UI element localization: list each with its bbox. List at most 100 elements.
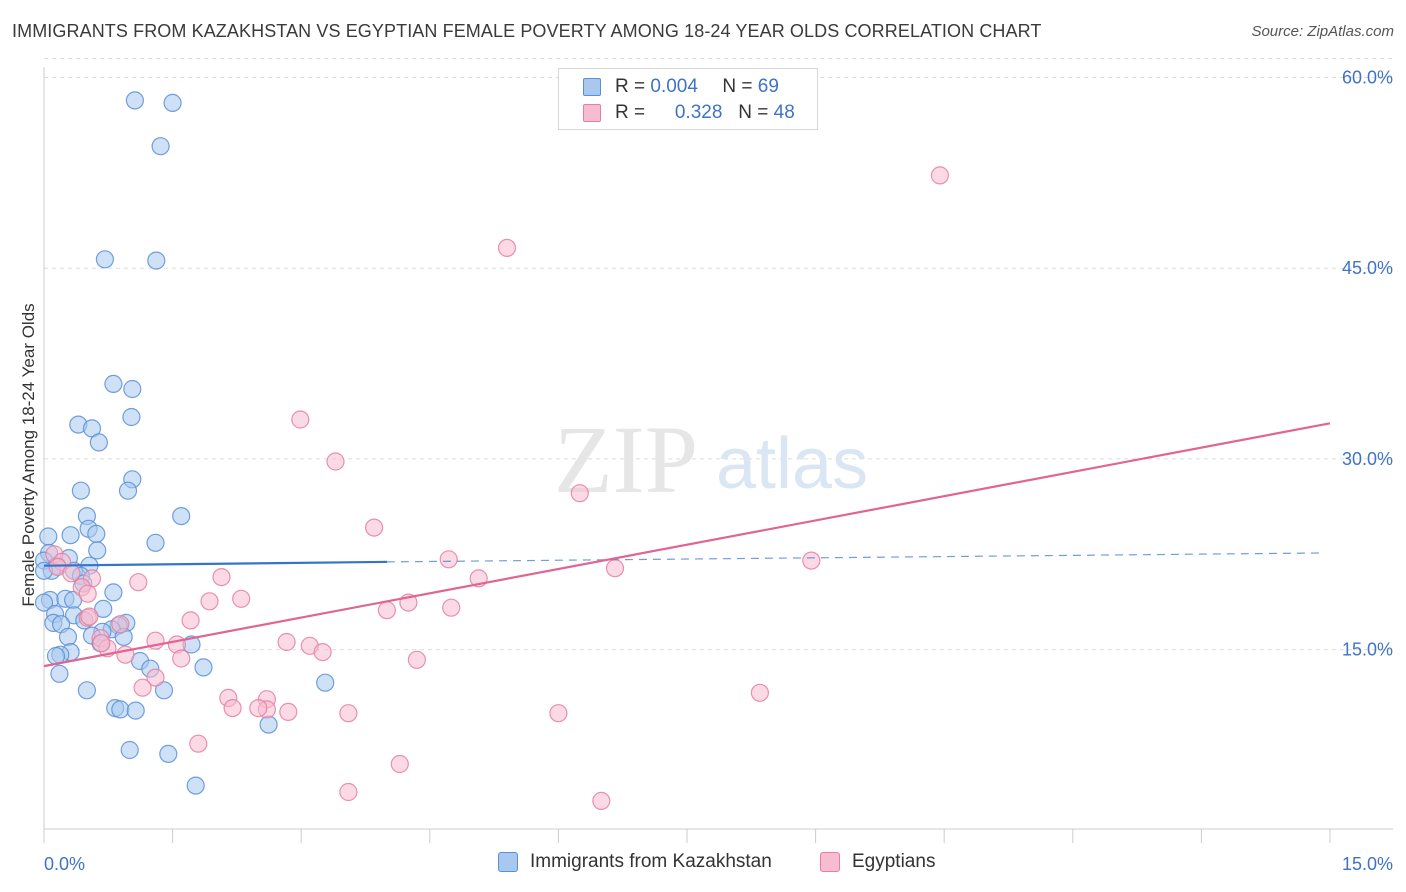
egypt-point xyxy=(92,634,111,653)
kazakhstan-point xyxy=(104,583,123,602)
egypt-point xyxy=(129,573,148,592)
kazakhstan-point xyxy=(71,481,91,500)
legend-item-kazakhstan[interactable]: Immigrants from Kazakhstan xyxy=(498,851,772,873)
watermark-atlas: atlas xyxy=(716,424,868,504)
gridlines xyxy=(44,57,1393,651)
kazakhstan-point xyxy=(316,673,335,692)
egypt-point xyxy=(277,632,296,652)
legend-label-kazakhstan: Immigrants from Kazakhstan xyxy=(530,851,772,872)
egypt-point xyxy=(377,601,396,620)
egypt-point xyxy=(592,791,611,811)
y-tick-label: 15.0% xyxy=(1342,640,1393,660)
kazakhstan-point xyxy=(163,93,182,113)
egypt-point xyxy=(62,564,81,583)
x-tick-label: 15.0% xyxy=(1342,854,1393,874)
kazakhstan-point xyxy=(61,526,80,545)
kazakhstan-trend-line xyxy=(43,560,387,567)
kazakhstan-point xyxy=(58,627,78,647)
egypt-point xyxy=(223,698,242,718)
egypt-point xyxy=(146,668,165,687)
egypt-point xyxy=(365,518,384,537)
egypt-point xyxy=(249,698,268,718)
points xyxy=(34,91,950,811)
kazakhstan-point xyxy=(118,481,138,500)
kazakhstan-point xyxy=(126,701,145,720)
egypt-point xyxy=(212,567,231,587)
legend-n-label: N = xyxy=(722,76,753,97)
kazakhstan-point xyxy=(39,527,58,546)
egypt-point xyxy=(442,598,461,617)
legend-item-egypt[interactable]: Egyptians xyxy=(820,851,935,873)
egypt-point xyxy=(200,592,219,611)
trend-lines xyxy=(43,422,1331,668)
egypt-point xyxy=(930,166,950,185)
egypt-point xyxy=(326,452,345,471)
egypt-point xyxy=(802,551,821,570)
kazakhstan-trend-extension xyxy=(386,552,1322,563)
legend-r-label: R = xyxy=(615,102,646,123)
legend-r-value-kazakhstan: 0.004 xyxy=(650,76,698,97)
egypt-point xyxy=(232,589,251,608)
kazakhstan-point xyxy=(147,251,166,270)
egypt-point xyxy=(111,615,130,634)
kazakhstan-point xyxy=(77,681,97,700)
legend-n-label: N = xyxy=(738,102,769,123)
egypt-point xyxy=(570,484,589,503)
egypt-point xyxy=(605,559,625,578)
egypt-trend-line xyxy=(43,422,1331,668)
egypt-point xyxy=(339,782,358,802)
egypt-point xyxy=(497,238,517,257)
kazakhstan-point xyxy=(172,506,191,526)
egypt-point xyxy=(339,704,358,723)
chart-title: IMMIGRANTS FROM KAZAKHSTAN VS EGYPTIAN F… xyxy=(12,21,1042,41)
y-tick-label: 30.0% xyxy=(1342,449,1393,469)
y-tick-label: 60.0% xyxy=(1342,68,1393,88)
egypt-swatch xyxy=(583,104,601,122)
kazakhstan-point xyxy=(88,541,107,560)
egypt-point xyxy=(172,649,191,668)
egypt-point xyxy=(390,754,409,774)
source-label: Source: ZipAtlas.com xyxy=(1251,23,1394,40)
egypt-point xyxy=(189,734,208,753)
egypt-point xyxy=(407,650,426,669)
kazakhstan-point xyxy=(94,599,113,619)
y-axis-label: Female Poverty Among 18-24 Year Olds xyxy=(19,303,38,606)
kazakhstan-point xyxy=(259,715,278,734)
kazakhstan-swatch xyxy=(583,78,601,96)
legend-row-kazakhstan: R = 0.004 N = 69 xyxy=(583,75,779,99)
kazakhstan-point xyxy=(125,91,144,110)
x-tick-label: 0.0% xyxy=(44,854,85,874)
egypt-point xyxy=(279,702,298,722)
legend-row-egypt: R = 0.328 N = 48 xyxy=(583,101,795,125)
legend-n-value-egypt: 48 xyxy=(773,102,795,123)
egypt-point xyxy=(549,704,568,723)
kazakhstan-point xyxy=(186,776,205,795)
kazakhstan-point xyxy=(154,681,174,700)
legend-r-label: R = xyxy=(615,76,646,97)
axes xyxy=(43,67,1393,843)
kazakhstan-point xyxy=(89,433,109,452)
egypt-point xyxy=(78,584,97,603)
egypt-point xyxy=(439,550,458,569)
egypt-point xyxy=(80,607,99,626)
kazakhstan-point xyxy=(34,593,54,612)
legend-label-egypt: Egyptians xyxy=(852,851,936,872)
stats-legend: R = 0.004 N = 69 R = 0.328 N = 48 xyxy=(558,68,818,130)
kazakhstan-point xyxy=(194,658,213,677)
kazakhstan-point xyxy=(120,740,139,760)
egypt-legend-swatch xyxy=(820,852,840,872)
kazakhstan-point xyxy=(151,137,170,156)
y-tick-label: 45.0% xyxy=(1342,258,1393,278)
legend-n-value-kazakhstan: 69 xyxy=(757,76,779,97)
kazakhstan-point xyxy=(159,744,178,764)
egypt-point xyxy=(291,410,310,429)
watermark: ZIP atlas xyxy=(554,406,868,513)
kazakhstan-point xyxy=(123,379,142,399)
egypt-point xyxy=(181,611,200,630)
egypt-point xyxy=(313,642,332,662)
kazakhstan-point xyxy=(111,700,130,719)
tick-labels: 15.0% 30.0% 45.0% 60.0% 0.0% 15.0% xyxy=(44,68,1393,874)
kazakhstan-point xyxy=(50,664,69,683)
egypt-point xyxy=(750,683,770,702)
